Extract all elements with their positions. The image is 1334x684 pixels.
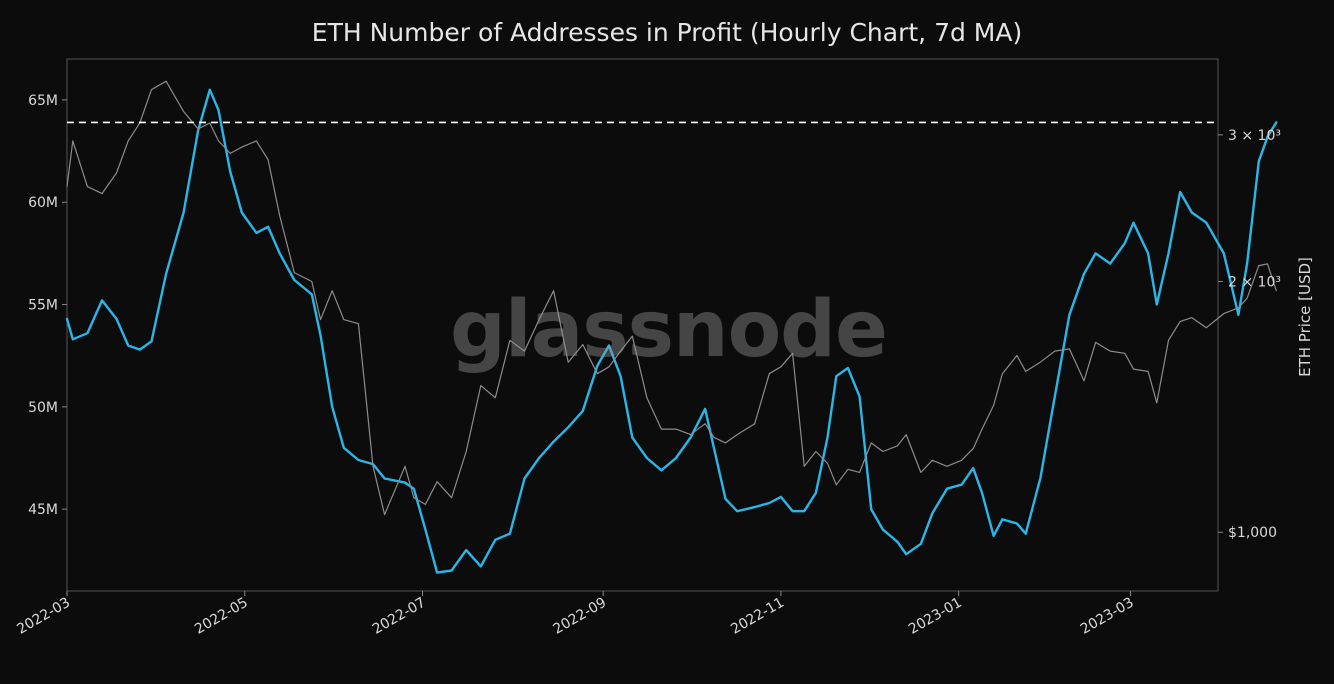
left-tick-label: 55M [28,298,58,314]
left-tick-label: 60M [28,195,58,211]
right-axis-label: ETH Price [USD] [1296,257,1314,377]
x-tick-label: 2022-03 [14,595,73,638]
x-tick-label: 2022-11 [728,595,787,638]
x-tick-label: 2022-05 [192,595,251,638]
left-tick-label: 45M [28,502,58,518]
x-tick-label: 2022-09 [550,595,609,638]
plot-layer: 45M 50M 55M 60M 65M $1,000 2 × 10³ 3 × 10³ ETH P… [14,58,1314,638]
x-tick-label: 2022-07 [370,595,429,638]
x-tick-label: 2023-01 [906,595,965,638]
left-tick-label: 50M [28,400,58,416]
series-line-eth-price [66,80,1277,516]
right-tick-label: 2 × 10³ [1228,275,1281,291]
right-tick-label: $1,000 [1228,525,1277,541]
right-tick-label: 3 × 10³ [1228,128,1281,144]
x-tick-label: 2023-03 [1078,595,1137,638]
series-line-addresses-in-profit [65,88,1278,574]
plot-frame [66,58,1219,592]
left-tick-label: 65M [28,93,58,109]
chart-title: ETH Number of Addresses in Profit (Hourl… [311,18,1023,47]
